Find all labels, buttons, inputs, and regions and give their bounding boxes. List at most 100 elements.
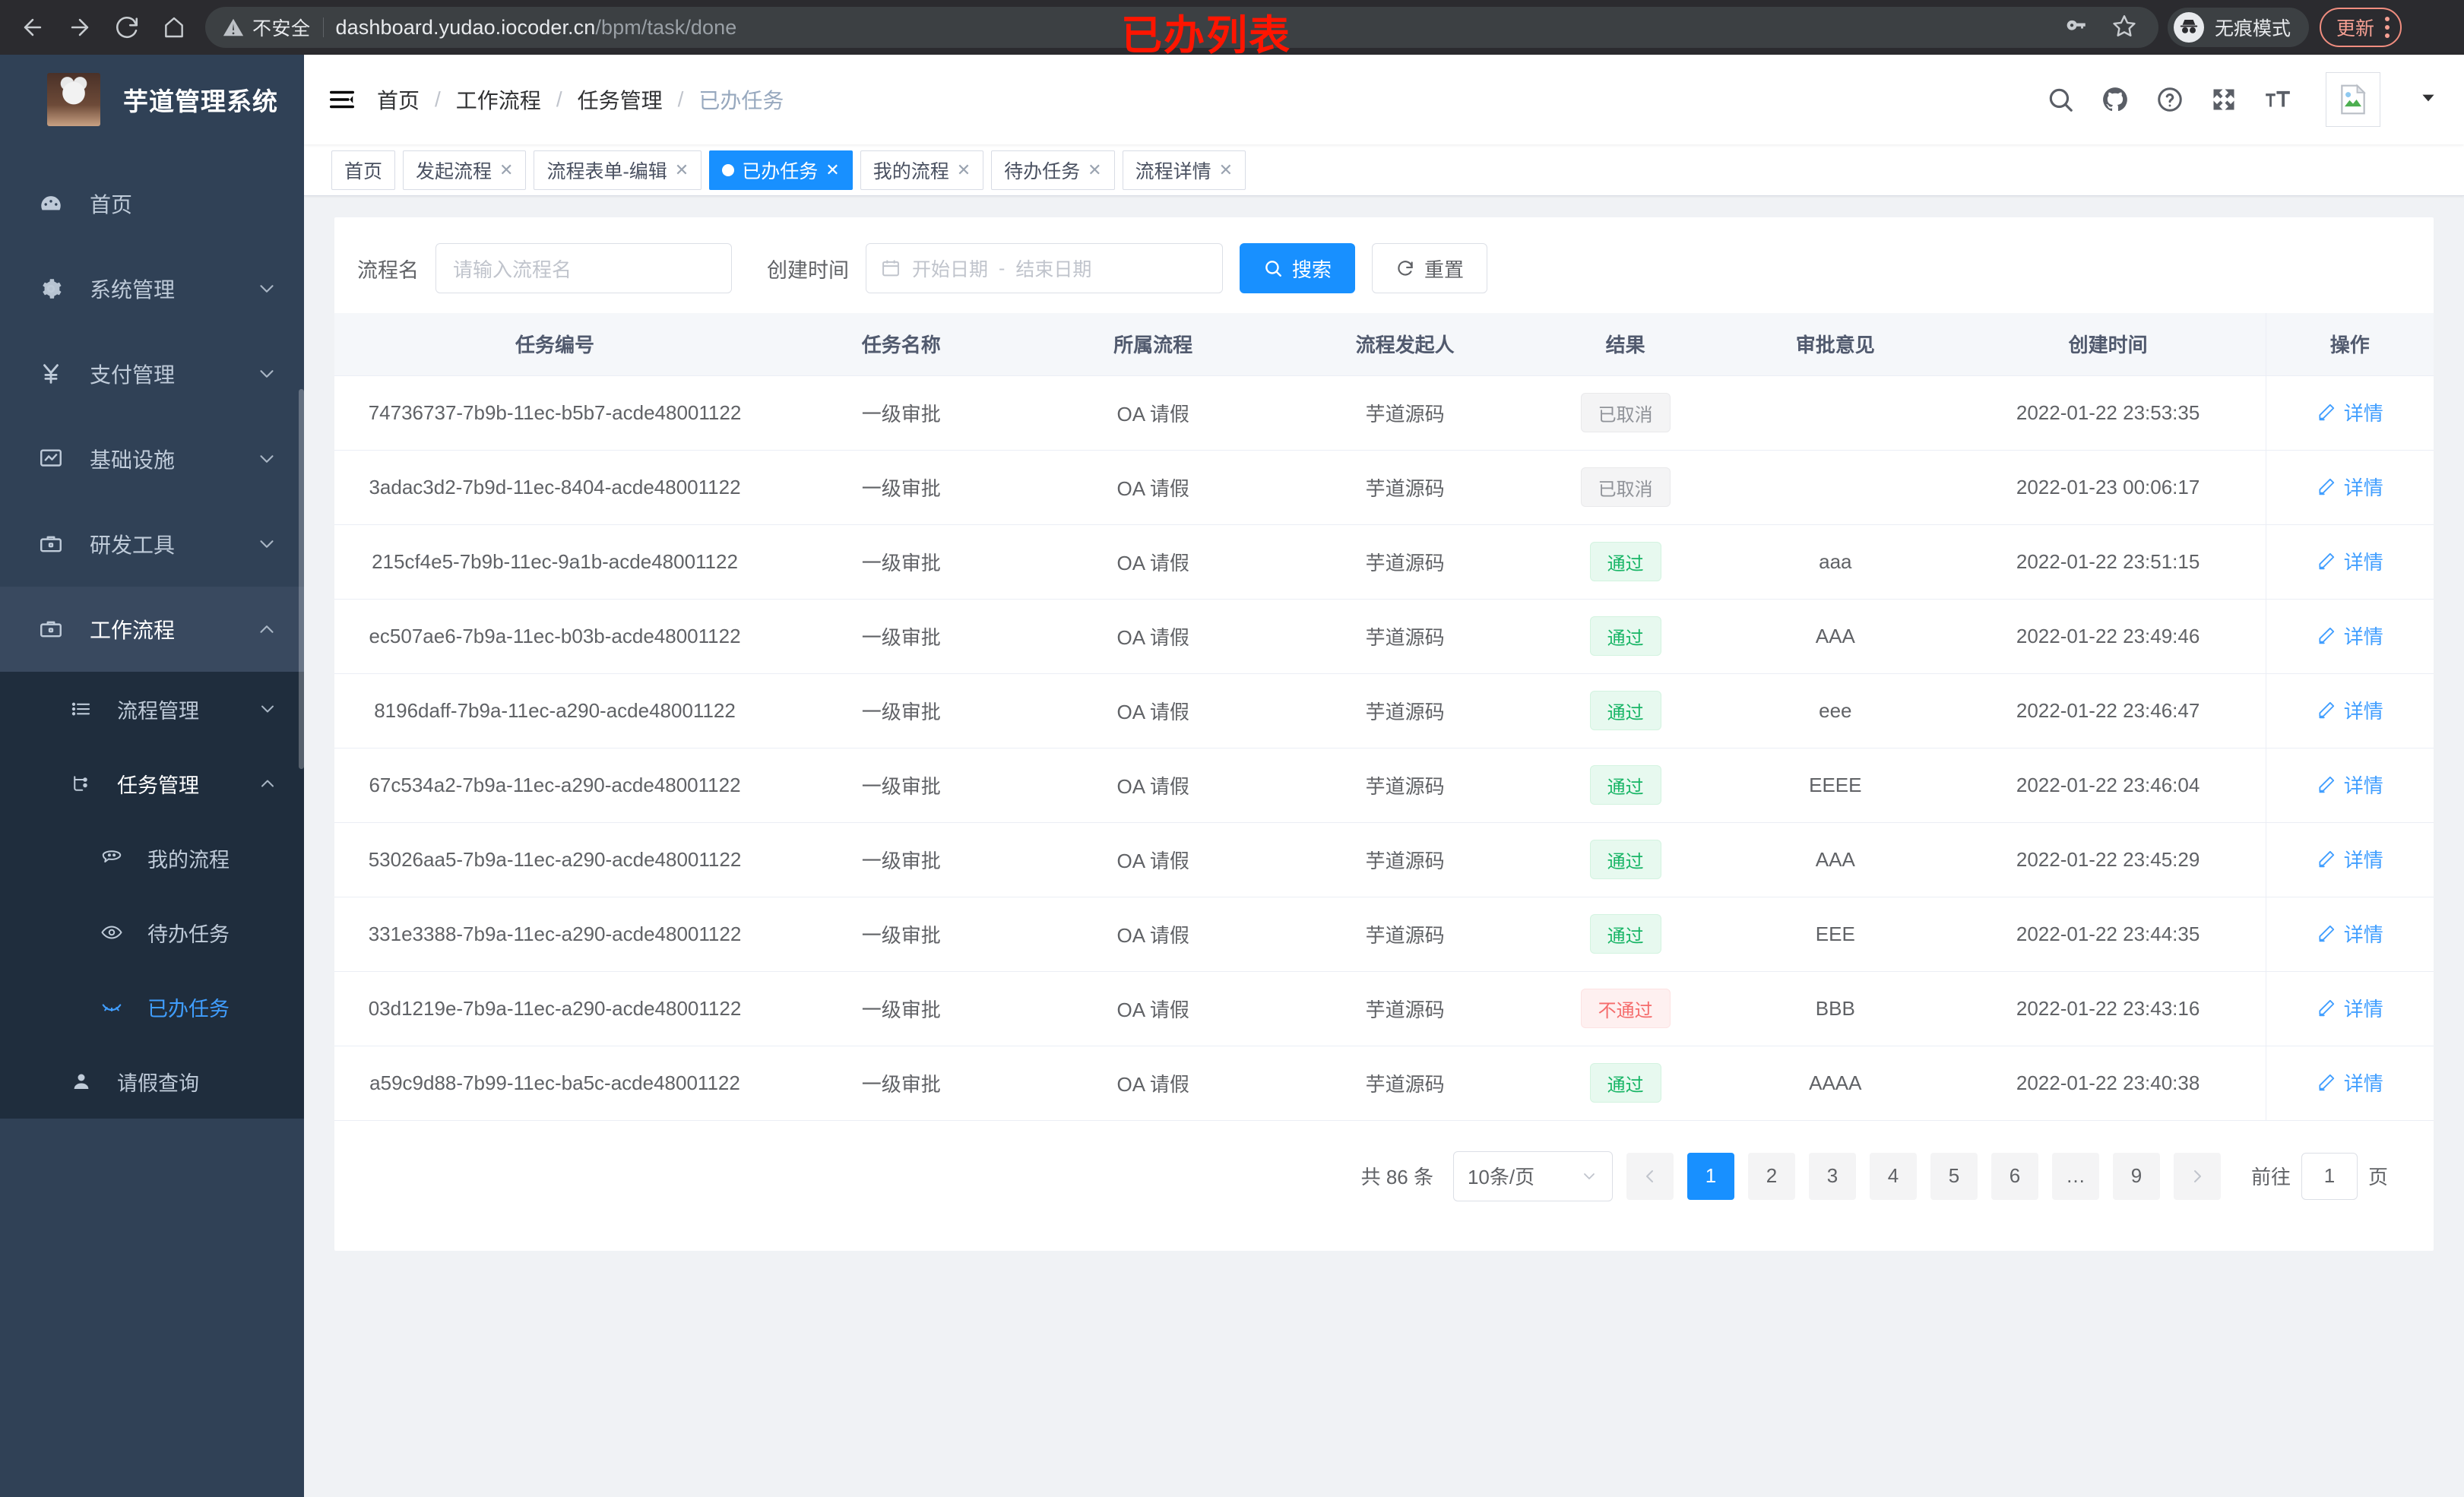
tab-my-process[interactable]: 我的流程 ✕: [860, 150, 984, 190]
jump-page-input[interactable]: [2301, 1152, 2358, 1200]
reset-button[interactable]: 重置: [1372, 243, 1488, 293]
sidebar-item-payment[interactable]: 支付管理: [0, 331, 304, 416]
star-icon[interactable]: [2111, 13, 2137, 43]
forward-arrow-icon[interactable]: [58, 5, 102, 49]
pagination-next-button[interactable]: [2173, 1152, 2221, 1200]
create-time-range-picker[interactable]: 开始日期 - 结束日期: [866, 243, 1223, 293]
sidebar-submenu-workflow: 流程管理 任务管理: [0, 672, 304, 1119]
sidebar-item-process-management[interactable]: 流程管理: [0, 672, 304, 746]
page-size-label: 10条/页: [1467, 1166, 1535, 1188]
pagination-page-button[interactable]: 6: [1991, 1152, 2038, 1200]
cell-task-name: 一级审批: [775, 748, 1028, 823]
chevron-down-icon: [255, 362, 278, 385]
sidebar-item-devtools[interactable]: 研发工具: [0, 502, 304, 587]
cell-starter: 芋道源码: [1278, 1046, 1531, 1121]
update-button[interactable]: 更新: [2320, 8, 2402, 47]
close-icon[interactable]: ✕: [825, 160, 840, 179]
process-name-input[interactable]: 请输入流程名: [435, 243, 732, 293]
pagination-page-button[interactable]: 2: [1747, 1152, 1795, 1200]
breadcrumb-item[interactable]: 首页: [377, 89, 420, 112]
chevron-down-icon: [257, 698, 278, 720]
pagination-page-button[interactable]: 9: [2112, 1152, 2160, 1200]
sidebar-item-my-process[interactable]: 我的流程: [0, 821, 304, 895]
breadcrumb-item[interactable]: 任务管理: [577, 89, 663, 112]
sidebar-scrollbar[interactable]: [299, 389, 304, 769]
github-icon[interactable]: [2101, 85, 2130, 114]
active-tab-dot-icon: [722, 163, 735, 176]
detail-button[interactable]: 详情: [2317, 398, 2383, 426]
detail-button[interactable]: 详情: [2317, 622, 2383, 650]
detail-button[interactable]: 详情: [2317, 994, 2383, 1022]
cell-result: 通过: [1531, 524, 1720, 600]
pagination-page-button[interactable]: 1: [1686, 1152, 1734, 1200]
detail-button[interactable]: 详情: [2317, 1068, 2383, 1097]
detail-button[interactable]: 详情: [2317, 771, 2383, 799]
tab-home[interactable]: 首页: [331, 150, 396, 190]
pagination-prev-button[interactable]: [1626, 1152, 1674, 1200]
sidebar-item-todo-task[interactable]: 待办任务: [0, 895, 304, 970]
chat-icon: [100, 847, 134, 869]
fullscreen-icon[interactable]: [2210, 86, 2238, 113]
cell-process: OA 请假: [1027, 450, 1279, 525]
status-badge: 通过: [1589, 691, 1661, 730]
tab-todo-task[interactable]: 待办任务 ✕: [991, 150, 1115, 190]
close-icon[interactable]: ✕: [956, 160, 971, 179]
pagination-page-button[interactable]: 3: [1808, 1152, 1856, 1200]
detail-button[interactable]: 详情: [2317, 845, 2383, 873]
pagination: 共 86 条 10条/页 1 2 3 4 5 6 … 9: [334, 1121, 2434, 1235]
tab-bar: 首页 发起流程 ✕ 流程表单-编辑 ✕ 已办任务 ✕ 我的流程 ✕ 待办任务 ✕: [304, 144, 2464, 196]
pagination-ellipsis[interactable]: …: [2051, 1152, 2099, 1200]
detail-button[interactable]: 详情: [2317, 919, 2383, 948]
detail-button[interactable]: 详情: [2317, 547, 2383, 575]
table-row: ec507ae6-7b9a-11ec-b03b-acde48001122 一级审批…: [334, 599, 2434, 674]
sidebar-item-workflow[interactable]: 工作流程: [0, 587, 304, 672]
incognito-indicator[interactable]: 无痕模式: [2168, 8, 2310, 47]
page-size-select[interactable]: 10条/页: [1452, 1150, 1613, 1201]
font-size-icon[interactable]: [2263, 85, 2292, 114]
search-icon[interactable]: [2046, 85, 2075, 114]
breadcrumb-item[interactable]: 工作流程: [455, 89, 541, 112]
detail-button[interactable]: 详情: [2317, 696, 2383, 724]
key-icon[interactable]: [2063, 13, 2089, 43]
sidebar-item-label: 已办任务: [147, 997, 230, 1021]
pagination-page-button[interactable]: 5: [1930, 1152, 1978, 1200]
cell-opinion: AAA: [1719, 599, 1951, 674]
detail-button[interactable]: 详情: [2317, 473, 2383, 501]
cell-starter: 芋道源码: [1278, 673, 1531, 748]
home-icon[interactable]: [152, 5, 196, 49]
reload-icon[interactable]: [105, 5, 149, 49]
sidebar-item-task-management[interactable]: 任务管理: [0, 746, 304, 821]
tab-process-form-edit[interactable]: 流程表单-编辑 ✕: [534, 150, 702, 190]
close-icon[interactable]: ✕: [1088, 160, 1102, 179]
table-row: 74736737-7b9b-11ec-b5b7-acde48001122 一级审批…: [334, 375, 2434, 451]
close-icon[interactable]: ✕: [1218, 160, 1234, 179]
close-icon[interactable]: ✕: [499, 160, 514, 179]
tab-done-task[interactable]: 已办任务 ✕: [709, 150, 853, 190]
cell-result: 通过: [1531, 822, 1720, 897]
help-circle-icon[interactable]: [2155, 85, 2184, 114]
tab-start-process[interactable]: 发起流程 ✕: [403, 150, 527, 190]
search-button[interactable]: 搜索: [1240, 243, 1356, 293]
app-root: 芋道管理系统 首页 系统管理: [0, 55, 2464, 1497]
tab-process-detail[interactable]: 流程详情 ✕: [1122, 150, 1246, 190]
status-badge: 通过: [1589, 616, 1661, 656]
pagination-page-button[interactable]: 4: [1869, 1152, 1917, 1200]
address-bar[interactable]: 不安全 dashboard.yudao.iocoder.cn/bpm/task/…: [205, 7, 2158, 48]
broken-image-avatar[interactable]: [2326, 72, 2380, 127]
table-row: 3adac3d2-7b9d-11ec-8404-acde48001122 一级审批…: [334, 450, 2434, 525]
sidebar-logo[interactable]: 芋道管理系统: [0, 55, 304, 144]
back-arrow-icon[interactable]: [11, 5, 55, 49]
chevron-down-icon[interactable]: [2418, 88, 2438, 112]
chevron-up-icon: [257, 773, 278, 794]
cell-task-name: 一级审批: [775, 599, 1028, 674]
close-icon[interactable]: ✕: [674, 160, 689, 179]
kebab-menu-icon[interactable]: [2385, 17, 2390, 38]
hamburger-collapse-icon[interactable]: [324, 85, 360, 114]
sidebar-item-leave-query[interactable]: 请假查询: [0, 1044, 304, 1119]
sidebar-item-done-task[interactable]: 已办任务: [0, 970, 304, 1044]
sidebar-item-system[interactable]: 系统管理: [0, 246, 304, 331]
table-row: a59c9d88-7b99-11ec-ba5c-acde48001122 一级审批…: [334, 1046, 2434, 1121]
sidebar-item-home[interactable]: 首页: [0, 161, 304, 246]
briefcase-icon: [38, 531, 74, 557]
sidebar-item-infrastructure[interactable]: 基础设施: [0, 416, 304, 502]
